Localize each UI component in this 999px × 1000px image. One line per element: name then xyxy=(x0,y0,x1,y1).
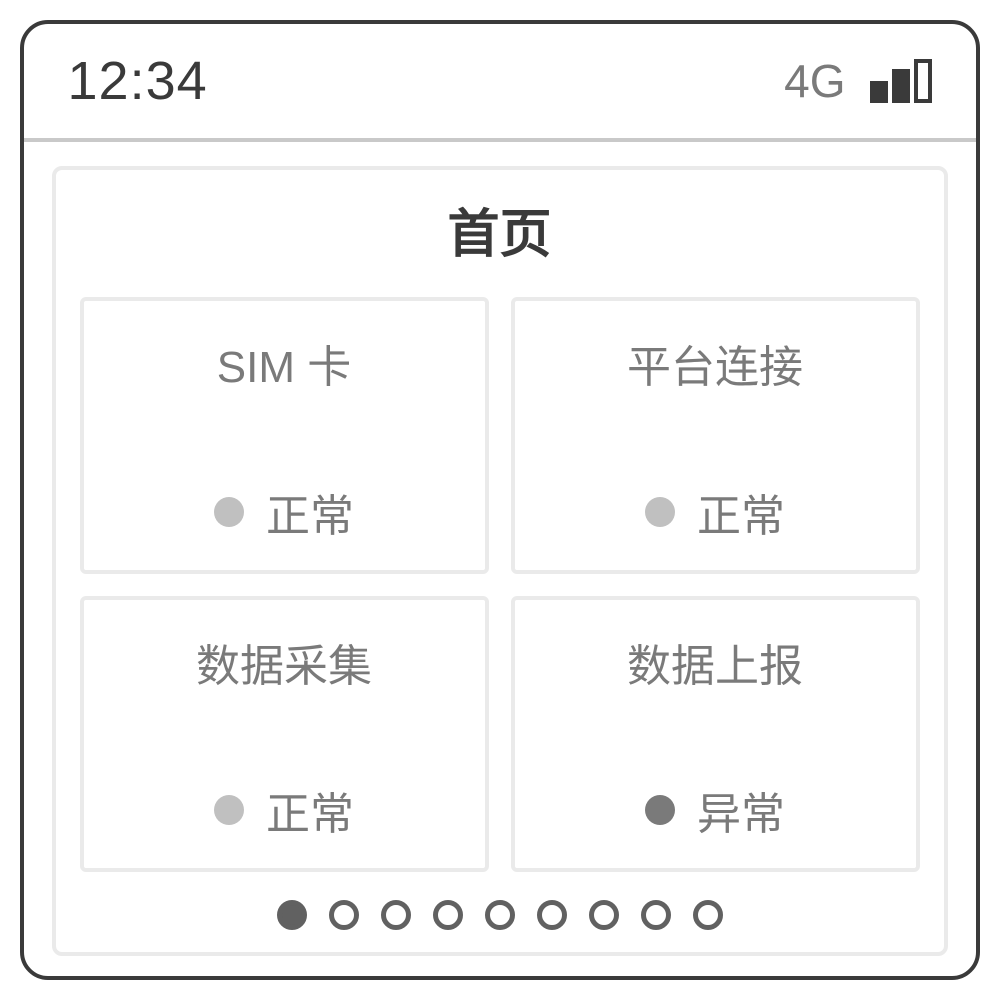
card-status-text: 正常 xyxy=(266,778,354,842)
card-title: 数据采集 xyxy=(110,630,459,694)
page-dot-4[interactable] xyxy=(485,900,515,930)
status-dot-icon xyxy=(645,497,675,527)
card-status-row: 正常 xyxy=(541,480,890,544)
card-title: SIM 卡 xyxy=(110,331,459,395)
card-sim[interactable]: SIM 卡 正常 xyxy=(80,297,489,574)
page-dot-7[interactable] xyxy=(641,900,671,930)
page-dot-5[interactable] xyxy=(537,900,567,930)
card-title: 平台连接 xyxy=(541,331,890,395)
status-dot-icon xyxy=(214,497,244,527)
status-bar: 12:34 4G xyxy=(24,24,976,142)
card-data-collection[interactable]: 数据采集 正常 xyxy=(80,596,489,873)
card-status-row: 异常 xyxy=(541,778,890,842)
signal-icon xyxy=(870,59,932,103)
status-dot-icon xyxy=(645,795,675,825)
card-data-report[interactable]: 数据上报 异常 xyxy=(511,596,920,873)
page-dot-2[interactable] xyxy=(381,900,411,930)
card-status-text: 异常 xyxy=(697,778,785,842)
card-platform-connection[interactable]: 平台连接 正常 xyxy=(511,297,920,574)
card-status-text: 正常 xyxy=(266,480,354,544)
signal-bar-1 xyxy=(870,81,888,103)
status-right: 4G xyxy=(784,54,931,108)
inner-panel: 首页 SIM 卡 正常 平台连接 正常 xyxy=(52,166,948,956)
device-frame: 12:34 4G 首页 SIM 卡 正常 xyxy=(20,20,980,980)
card-grid: SIM 卡 正常 平台连接 正常 数据采集 xyxy=(80,297,920,872)
card-status-row: 正常 xyxy=(110,778,459,842)
page-title: 首页 xyxy=(80,192,920,267)
page-dot-8[interactable] xyxy=(693,900,723,930)
page-dot-1[interactable] xyxy=(329,900,359,930)
page-dot-6[interactable] xyxy=(589,900,619,930)
page-dot-0[interactable] xyxy=(277,900,307,930)
card-status-text: 正常 xyxy=(697,480,785,544)
status-time: 12:34 xyxy=(68,50,208,112)
content-area: 首页 SIM 卡 正常 平台连接 正常 xyxy=(24,142,976,976)
status-dot-icon xyxy=(214,795,244,825)
card-status-row: 正常 xyxy=(110,480,459,544)
pagination xyxy=(80,900,920,930)
page-dot-3[interactable] xyxy=(433,900,463,930)
signal-bar-3 xyxy=(914,59,932,103)
network-label: 4G xyxy=(784,54,845,108)
card-title: 数据上报 xyxy=(541,630,890,694)
signal-bar-2 xyxy=(892,69,910,103)
